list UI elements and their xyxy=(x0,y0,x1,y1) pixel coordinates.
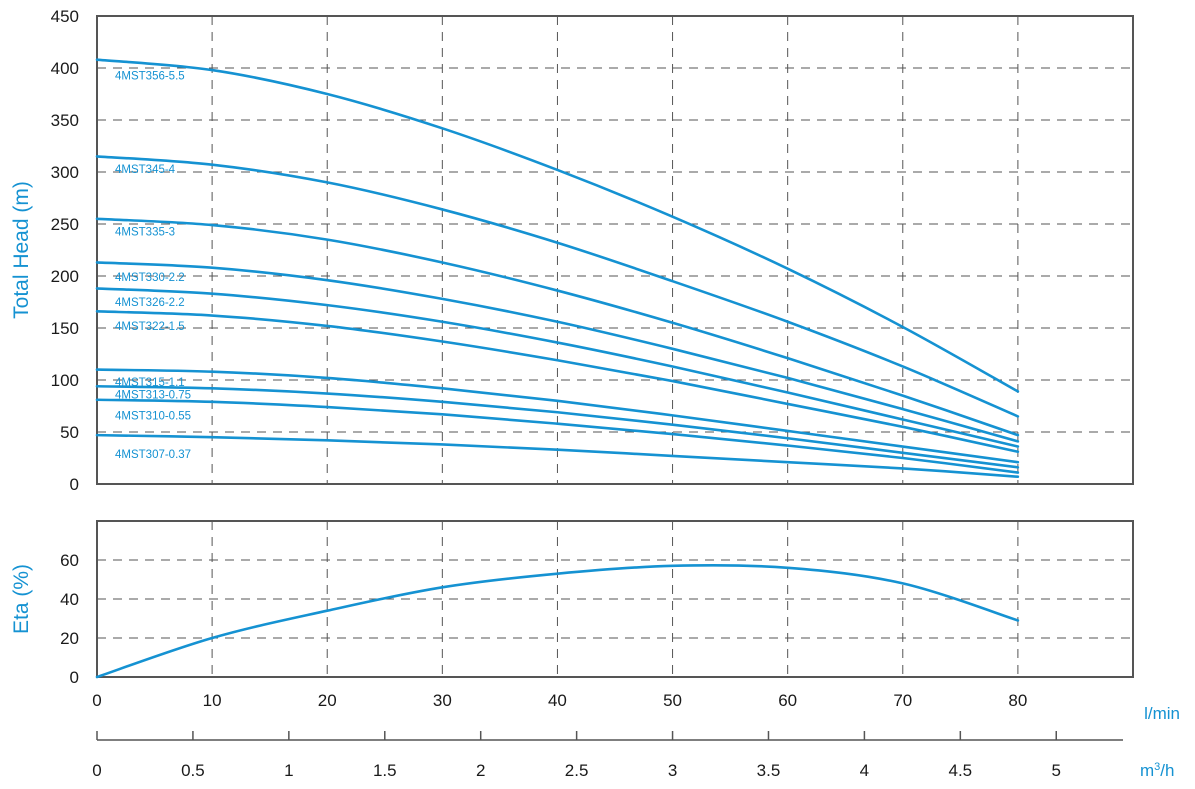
x-axis-m3-per-h: 0 0.5 1 1.5 2 2.5 3 3.5 4 4.5 5 m3/h xyxy=(92,731,1174,780)
series-line-4mst356-5-5 xyxy=(95,58,1020,393)
x-tick-label-m3h: 4.5 xyxy=(949,761,973,780)
y-tick-label: 50 xyxy=(60,423,79,442)
series-line-4mst335-3 xyxy=(95,217,1020,437)
grid-lines xyxy=(97,521,1133,677)
x-tick-label-m3h: 4 xyxy=(860,761,869,780)
series-line-4mst345-4 xyxy=(95,155,1020,418)
x-tick-label-lmin: 50 xyxy=(663,691,682,710)
y-axis-title: Total Head (m) xyxy=(10,181,33,319)
y-tick-label: 40 xyxy=(60,590,79,609)
series-curves: 4MST356-5.5 4MST345-4 4MST335-3 4MST330-2.2… xyxy=(95,58,1020,479)
y-tick-label: 200 xyxy=(51,267,79,286)
plot-frame xyxy=(96,15,1134,485)
y-tick-label: 0 xyxy=(70,475,79,494)
x-tick-label-m3h: 0 xyxy=(92,761,101,780)
x-tick-label-lmin: 20 xyxy=(318,691,337,710)
series-line-4mst315-1-1 xyxy=(95,368,1020,464)
y-tick-label: 450 xyxy=(51,7,79,26)
y-tick-label: 100 xyxy=(51,371,79,390)
x-axis-l-per-min: 0 10 20 30 40 50 60 70 80 l/min xyxy=(92,691,1180,723)
y-tick-label: 300 xyxy=(51,163,79,182)
series-label: 4MST345-4 xyxy=(115,164,176,176)
series-label: 4MST310-0.55 xyxy=(115,410,191,422)
series-line-4mst322-1-5 xyxy=(95,310,1020,454)
series-label: 4MST307-0.37 xyxy=(115,449,191,461)
head-curve-panel: 0 50 100 150 200 250 300 350 400 450 Total Head (m… xyxy=(10,7,1134,494)
y-tick-label: 150 xyxy=(51,319,79,338)
series-line-4mst313-0-75 xyxy=(95,384,1020,469)
series-line-4mst310-0-55 xyxy=(95,398,1020,474)
series-label: 4MST322-1.5 xyxy=(115,321,185,333)
y-tick-label: 250 xyxy=(51,215,79,234)
y-tick-label: 60 xyxy=(60,551,79,570)
y-tick-label: 350 xyxy=(51,111,79,130)
y-tick-label: 20 xyxy=(60,629,79,648)
x-tick-label-m3h: 1 xyxy=(284,761,293,780)
y-tick-labels: 0 20 40 60 xyxy=(60,551,79,687)
efficiency-panel: 0 20 40 60 Eta (%) xyxy=(10,520,1134,687)
series-label: 4MST356-5.5 xyxy=(115,70,185,82)
x-tick-label-m3h: 5 xyxy=(1052,761,1061,780)
y-tick-label: 400 xyxy=(51,59,79,78)
x-unit-m3h: m3/h xyxy=(1140,761,1174,780)
x-tick-label-m3h: 2.5 xyxy=(565,761,589,780)
series-label: 4MST326-2.2 xyxy=(115,297,185,309)
series-label: 4MST335-3 xyxy=(115,226,175,238)
x-tick-label-lmin: 40 xyxy=(548,691,567,710)
series-line-4mst326-2-2 xyxy=(95,287,1020,448)
x-tick-label-m3h: 3 xyxy=(668,761,677,780)
series-line-4mst330-2-2 xyxy=(95,261,1020,443)
series-curves xyxy=(95,563,1020,679)
y-axis-title: Eta (%) xyxy=(10,564,33,634)
y-tick-labels: 0 50 100 150 200 250 300 350 400 450 xyxy=(51,7,79,494)
series-line-4mst307-0-37 xyxy=(95,433,1020,479)
x-tick-label-lmin: 0 xyxy=(92,691,101,710)
grid-lines xyxy=(97,16,1133,484)
y-tick-label: 0 xyxy=(70,668,79,687)
x-tick-label-lmin: 70 xyxy=(893,691,912,710)
x-unit-lmin: l/min xyxy=(1144,704,1180,723)
x-tick-label-m3h: 1.5 xyxy=(373,761,397,780)
x-tick-label-lmin: 60 xyxy=(778,691,797,710)
x-tick-label-m3h: 3.5 xyxy=(757,761,781,780)
x-tick-label-m3h: 0.5 xyxy=(181,761,205,780)
series-label: 4MST330-2.2 xyxy=(115,272,185,284)
series-line xyxy=(95,563,1020,679)
series-label: 4MST313-0.75 xyxy=(115,390,191,402)
plot-frame xyxy=(96,520,1134,678)
x-tick-label-m3h: 2 xyxy=(476,761,485,780)
x-tick-label-lmin: 10 xyxy=(203,691,222,710)
x-tick-label-lmin: 30 xyxy=(433,691,452,710)
x-tick-label-lmin: 80 xyxy=(1008,691,1027,710)
